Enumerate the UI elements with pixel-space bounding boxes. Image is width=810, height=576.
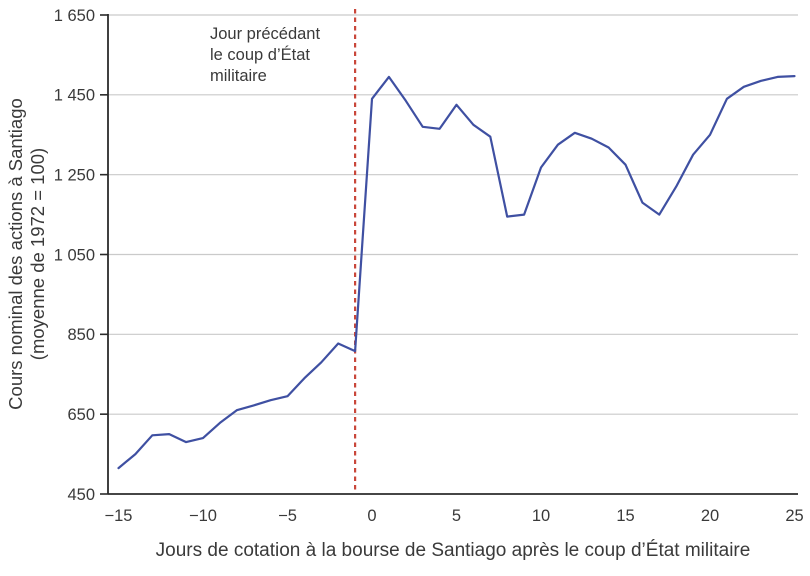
svg-text:15: 15 xyxy=(616,507,634,525)
svg-text:1 250: 1 250 xyxy=(54,166,95,184)
svg-text:20: 20 xyxy=(701,507,719,525)
event-annotation-line-3: militaire xyxy=(210,67,267,85)
svg-text:1 450: 1 450 xyxy=(54,87,95,105)
svg-text:0: 0 xyxy=(367,507,376,525)
svg-text:5: 5 xyxy=(452,507,461,525)
svg-text:450: 450 xyxy=(67,486,95,504)
event-annotation-line-1: Jour précédant xyxy=(210,25,321,43)
svg-text:10: 10 xyxy=(532,507,550,525)
price-series-line xyxy=(117,75,796,470)
svg-text:−5: −5 xyxy=(278,507,297,525)
x-tick-labels: −15 −10 −5 0 5 10 15 20 25 xyxy=(105,507,804,525)
svg-text:1 050: 1 050 xyxy=(54,246,95,264)
event-annotation: Jour précédant le coup d’État militaire xyxy=(210,24,320,87)
svg-text:850: 850 xyxy=(67,326,95,344)
y-axis-title-line-2: (moyenne de 1972 = 100) xyxy=(27,147,48,361)
svg-text:650: 650 xyxy=(67,406,95,424)
svg-text:1 650: 1 650 xyxy=(54,7,95,25)
svg-text:25: 25 xyxy=(785,507,803,525)
x-axis-title: Jours de cotation à la bourse de Santiag… xyxy=(155,540,751,561)
y-axis-title-line-1: Cours nominal des actions à Santiago xyxy=(5,98,26,410)
svg-text:−10: −10 xyxy=(189,507,217,525)
svg-text:−15: −15 xyxy=(105,507,133,525)
y-axis-title: Cours nominal des actions à Santiago (mo… xyxy=(5,0,49,514)
y-tick-labels: 450 650 850 1 050 1 250 1 450 1 650 xyxy=(54,7,108,504)
grid-lines xyxy=(108,14,798,415)
event-annotation-line-2: le coup d’État xyxy=(210,46,310,64)
